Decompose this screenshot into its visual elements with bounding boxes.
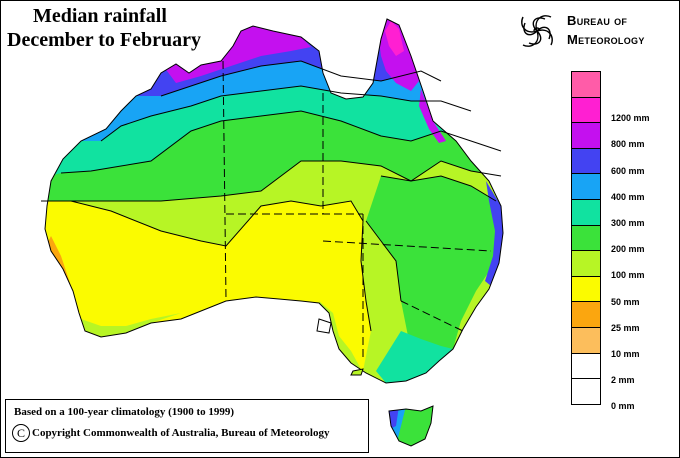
map-title-line2: December to February: [7, 29, 202, 51]
legend-swatch: [571, 225, 601, 252]
legend-swatch: [571, 174, 601, 200]
legend-label: 0 mm: [611, 401, 635, 412]
legend-swatch: [571, 123, 601, 149]
kangaroo-island: [350, 368, 364, 376]
lake-region: [316, 318, 332, 334]
climatology-note: Based on a 100-year climatology (1900 to…: [14, 406, 235, 418]
legend-label: 2 mm: [611, 375, 635, 386]
legend-swatch: [571, 353, 601, 380]
rainfall-legend: [571, 71, 601, 405]
tasmania-fill: [389, 406, 433, 446]
legend-swatch: [571, 327, 601, 354]
legend-swatch: [571, 251, 601, 277]
legend-label: 800 mm: [611, 139, 645, 150]
legend-label: 300 mm: [611, 218, 645, 228]
copyright-note: Copyright Commonwealth of Australia, Bur…: [32, 427, 330, 439]
mainland-coastline: [44, 18, 504, 384]
legend-swatch: [571, 276, 601, 303]
info-box: Based on a 100-year climatology (1900 to…: [5, 399, 369, 453]
rainfall-contours: [41, 60, 502, 332]
copyright-icon: C: [12, 424, 30, 442]
map-title-line1: Median rainfall: [33, 5, 167, 27]
legend-label: 10 mm: [611, 349, 640, 359]
legend-label: 200 mm: [611, 244, 645, 255]
bureau-name-line2: Meteorology: [567, 32, 645, 47]
legend-label: 400 mm: [611, 191, 645, 202]
legend-swatch: [571, 379, 601, 405]
legend-swatch: [571, 97, 601, 124]
legend-swatch: [571, 199, 601, 226]
legend-label: 25 mm: [611, 322, 640, 333]
legend-label: 100 mm: [611, 270, 645, 281]
bureau-name-line1: Bureau of: [567, 13, 628, 28]
legend-label: 50 mm: [611, 296, 640, 307]
legend-label: 1200 mm: [611, 113, 650, 124]
legend-swatch: [571, 302, 601, 328]
state-borders: [222, 60, 492, 361]
legend-swatch: [571, 71, 601, 98]
legend-swatch: [571, 148, 601, 175]
tasmania-coastline: [388, 405, 434, 447]
bureau-swirl-icon: [521, 15, 553, 47]
legend-label: 600 mm: [611, 165, 645, 176]
